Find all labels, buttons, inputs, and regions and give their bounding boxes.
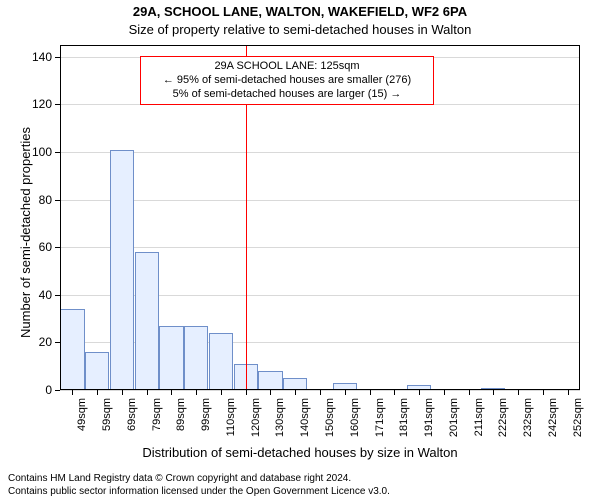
x-tick-mark <box>97 390 98 395</box>
y-tick-mark <box>55 342 60 343</box>
x-tick-mark <box>147 390 148 395</box>
x-tick-mark <box>72 390 73 395</box>
x-tick-mark <box>469 390 470 395</box>
y-tick-mark <box>55 104 60 105</box>
y-tick-mark <box>55 152 60 153</box>
x-tick-label: 89sqm <box>175 398 187 448</box>
annotation-line-2: ← 95% of semi-detached houses are smalle… <box>147 74 427 88</box>
x-tick-label: 201sqm <box>448 398 460 448</box>
y-tick-label: 0 <box>26 383 52 397</box>
x-tick-label: 222sqm <box>497 398 509 448</box>
property-size-chart: 29A, SCHOOL LANE, WALTON, WAKEFIELD, WF2… <box>0 0 600 500</box>
x-tick-mark <box>493 390 494 395</box>
x-tick-mark <box>568 390 569 395</box>
x-tick-mark <box>394 390 395 395</box>
x-tick-label: 232sqm <box>522 398 534 448</box>
x-tick-mark <box>543 390 544 395</box>
footer-line-2: Contains public sector information licen… <box>8 486 390 497</box>
x-tick-mark <box>246 390 247 395</box>
x-tick-label: 110sqm <box>225 398 237 448</box>
footer-line-1: Contains HM Land Registry data © Crown c… <box>8 473 351 484</box>
x-tick-mark <box>345 390 346 395</box>
x-tick-label: 211sqm <box>473 398 485 448</box>
annotation-box: 29A SCHOOL LANE: 125sqm ← 95% of semi-de… <box>140 56 434 105</box>
y-tick-mark <box>55 390 60 391</box>
x-axis-title: Distribution of semi-detached houses by … <box>0 445 600 460</box>
x-tick-label: 130sqm <box>274 398 286 448</box>
y-tick-mark <box>55 247 60 248</box>
y-tick-mark <box>55 295 60 296</box>
x-tick-label: 181sqm <box>398 398 410 448</box>
x-tick-label: 79sqm <box>151 398 163 448</box>
annotation-line-1: 29A SCHOOL LANE: 125sqm <box>147 60 427 74</box>
x-tick-label: 150sqm <box>324 398 336 448</box>
chart-title-address: 29A, SCHOOL LANE, WALTON, WAKEFIELD, WF2… <box>0 4 600 19</box>
x-tick-label: 160sqm <box>349 398 361 448</box>
x-tick-mark <box>295 390 296 395</box>
y-tick-label: 140 <box>26 50 52 64</box>
x-tick-label: 99sqm <box>200 398 212 448</box>
x-tick-label: 171sqm <box>374 398 386 448</box>
x-tick-label: 49sqm <box>76 398 88 448</box>
plot-area: 29A SCHOOL LANE: 125sqm ← 95% of semi-de… <box>60 45 580 390</box>
y-axis-title: Number of semi-detached properties <box>18 127 33 338</box>
x-tick-label: 59sqm <box>101 398 113 448</box>
y-tick-mark <box>55 57 60 58</box>
x-tick-label: 120sqm <box>250 398 262 448</box>
x-tick-label: 252sqm <box>572 398 584 448</box>
x-tick-label: 191sqm <box>423 398 435 448</box>
annotation-line-3: 5% of semi-detached houses are larger (1… <box>147 88 427 102</box>
x-tick-mark <box>221 390 222 395</box>
x-tick-mark <box>320 390 321 395</box>
y-tick-mark <box>55 200 60 201</box>
x-tick-mark <box>370 390 371 395</box>
x-tick-mark <box>270 390 271 395</box>
x-tick-mark <box>171 390 172 395</box>
x-tick-mark <box>122 390 123 395</box>
x-tick-mark <box>518 390 519 395</box>
x-tick-mark <box>419 390 420 395</box>
x-tick-label: 69sqm <box>126 398 138 448</box>
x-tick-mark <box>444 390 445 395</box>
y-tick-label: 120 <box>26 97 52 111</box>
x-tick-label: 140sqm <box>299 398 311 448</box>
chart-subtitle: Size of property relative to semi-detach… <box>0 22 600 37</box>
x-tick-mark <box>196 390 197 395</box>
x-tick-label: 242sqm <box>547 398 559 448</box>
